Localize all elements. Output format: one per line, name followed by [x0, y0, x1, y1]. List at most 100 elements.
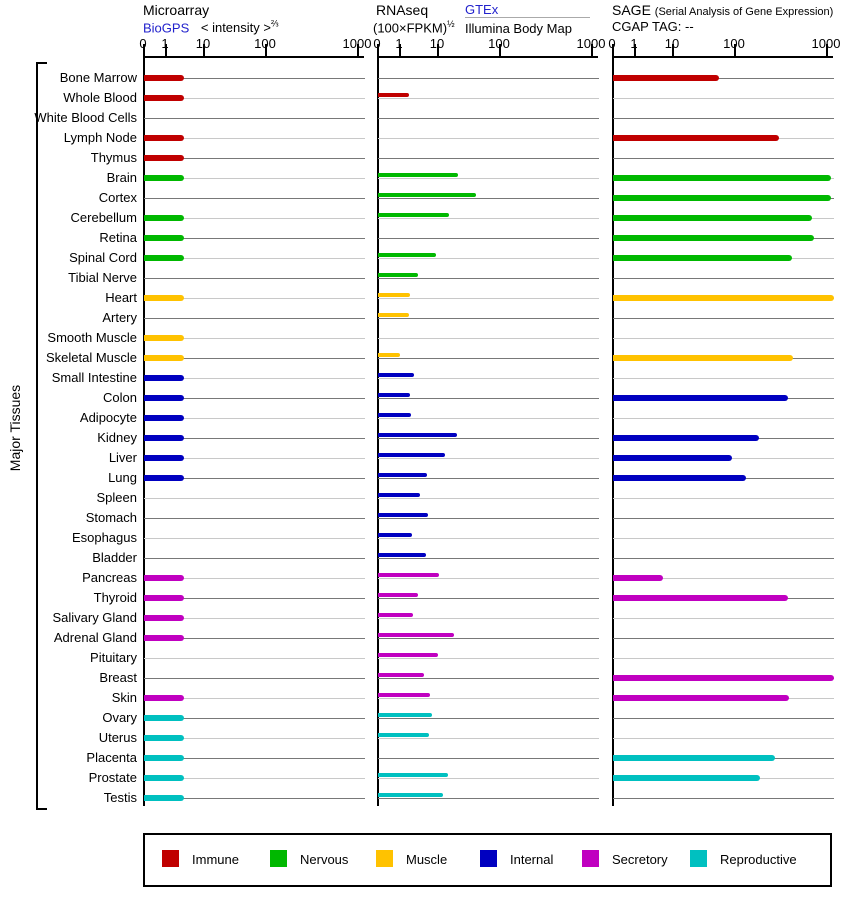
expression-bar — [378, 733, 429, 737]
grid-line — [378, 138, 599, 139]
tissue-label: Skeletal Muscle — [45, 350, 137, 365]
grid-line — [144, 178, 365, 179]
axis-tick — [591, 44, 593, 56]
microarray-header: Microarray — [143, 2, 209, 18]
grid-line — [378, 598, 599, 599]
tissue-label: Skin — [111, 690, 137, 705]
axis-tick-label: 0 — [139, 36, 147, 51]
internal-swatch — [480, 850, 497, 867]
expression-bar — [144, 235, 184, 241]
tissue-label: White Blood Cells — [34, 110, 137, 125]
expression-bar — [613, 435, 759, 441]
grid-line — [144, 138, 365, 139]
axis-tick — [357, 44, 359, 56]
grid-line — [144, 278, 365, 279]
grid-line — [144, 238, 365, 239]
grid-line — [378, 238, 599, 239]
rnaseq-panel: 0 1 10 100 1000 — [373, 0, 606, 812]
grid-line — [613, 118, 834, 119]
grid-line — [378, 378, 599, 379]
gtex-divider — [465, 17, 590, 18]
expression-bar — [144, 755, 184, 761]
expression-bar — [378, 253, 436, 257]
microarray-subheader: BioGPS < intensity >⅔ — [143, 19, 279, 35]
grid-line — [378, 218, 599, 219]
tissue-label: Prostate — [88, 770, 137, 785]
illumina-body-map-label: Illumina Body Map — [465, 21, 572, 36]
grid-line — [378, 278, 599, 279]
grid-line — [378, 618, 599, 619]
biogps-link[interactable]: BioGPS — [143, 20, 190, 36]
expression-bar — [613, 755, 775, 761]
expression-bar — [144, 375, 184, 381]
axis-tick-label: 1 — [630, 36, 638, 51]
legend-label: Secretory — [612, 852, 668, 867]
expression-bar — [144, 715, 184, 721]
axis-tick — [399, 44, 401, 56]
rnaseq-title: RNAseq — [376, 2, 429, 18]
grid-line — [378, 258, 599, 259]
rnaseq-axis-border — [377, 56, 379, 806]
grid-line — [378, 298, 599, 299]
grid-line — [613, 718, 834, 719]
grid-line — [144, 598, 365, 599]
expression-bar — [378, 393, 410, 397]
grid-line — [378, 778, 599, 779]
grid-line — [378, 758, 599, 759]
expression-bar — [144, 415, 184, 421]
immune-swatch — [162, 850, 179, 867]
expression-bar — [613, 295, 834, 301]
grid-line — [378, 318, 599, 319]
grid-line — [378, 518, 599, 519]
axis-tick-label: 100 — [723, 36, 745, 51]
grid-line — [378, 338, 599, 339]
tissue-label: Thymus — [90, 150, 137, 165]
expression-bar — [378, 773, 448, 777]
grid-line — [144, 618, 365, 619]
axis-tick — [265, 44, 267, 56]
grid-line — [613, 578, 834, 579]
axis-tick — [165, 44, 167, 56]
sage-panel: 0 1 10 100 1000 — [608, 0, 841, 812]
grid-line — [144, 338, 365, 339]
grid-line — [613, 278, 834, 279]
grid-line — [378, 78, 599, 79]
grid-line — [613, 98, 834, 99]
axis-tick — [437, 44, 439, 56]
expression-bar — [144, 175, 184, 181]
tissue-label: Adrenal Gland — [53, 630, 137, 645]
expression-bar — [378, 273, 418, 277]
tissue-label: Esophagus — [71, 530, 137, 545]
grid-line — [378, 658, 599, 659]
tissue-label: Pancreas — [82, 570, 137, 585]
reproductive-swatch — [690, 850, 707, 867]
expression-bar — [144, 635, 184, 641]
expression-bar — [378, 473, 427, 477]
expression-bar — [144, 155, 184, 161]
grid-line — [144, 558, 365, 559]
legend-label: Muscle — [406, 852, 448, 867]
expression-bar — [613, 575, 663, 581]
gtex-link[interactable]: GTEx — [465, 2, 499, 17]
expression-bar — [378, 793, 443, 797]
expression-bar — [378, 93, 409, 97]
tissue-label: Smooth Muscle — [47, 330, 137, 345]
tissue-label: Cortex — [98, 190, 137, 205]
expression-bar — [613, 195, 831, 201]
tissue-bracket — [36, 62, 47, 810]
grid-line — [613, 498, 834, 499]
grid-line — [144, 418, 365, 419]
expression-bar — [144, 395, 184, 401]
expression-bar — [144, 295, 184, 301]
expression-bar — [378, 173, 458, 177]
grid-line — [144, 578, 365, 579]
expression-bar — [144, 455, 184, 461]
nervous-swatch — [270, 850, 287, 867]
grid-line — [144, 638, 365, 639]
rnaseq-scale-label: (100×FPKM)½ — [373, 19, 455, 36]
muscle-swatch — [376, 850, 393, 867]
microarray-axis-line — [143, 56, 364, 58]
tissue-label: Bone Marrow — [59, 70, 137, 85]
grid-line — [378, 158, 599, 159]
grid-line — [613, 798, 834, 799]
